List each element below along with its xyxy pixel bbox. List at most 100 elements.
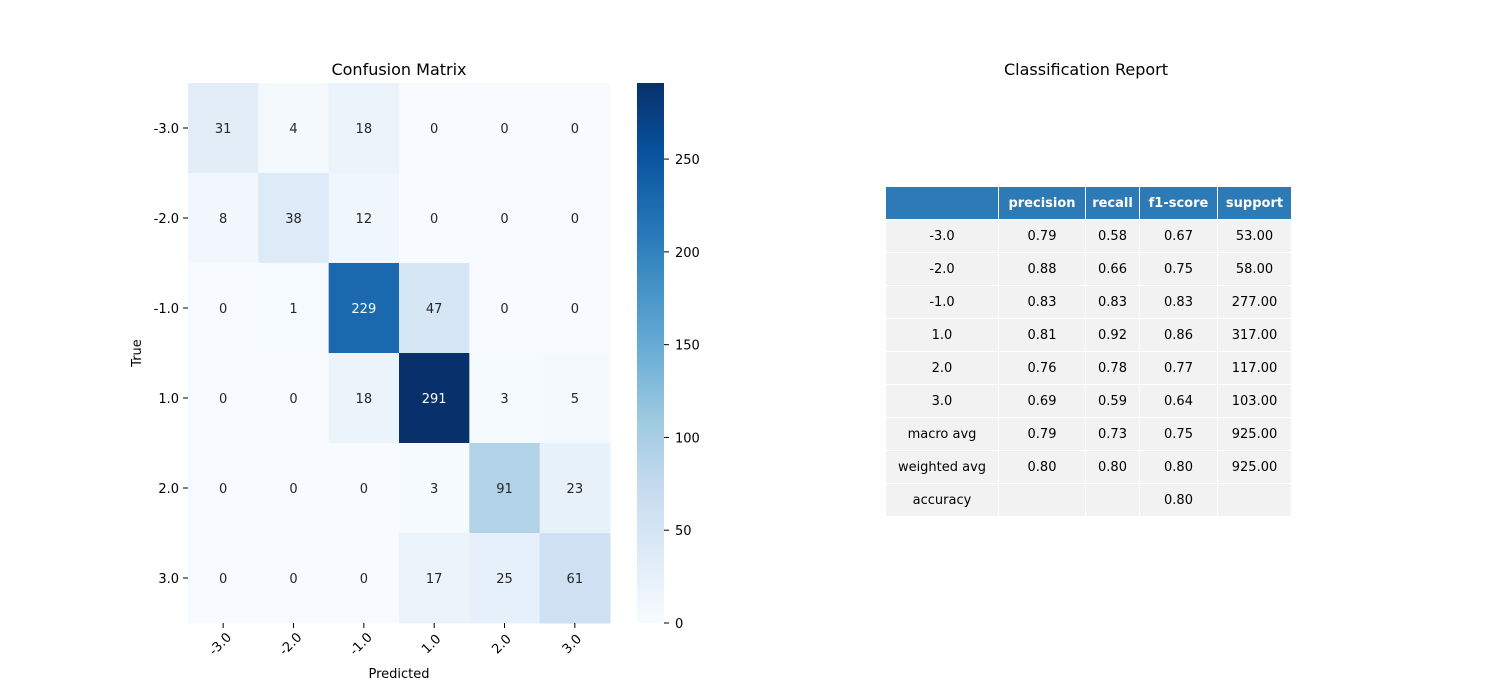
table-cell: 925.00 [1217, 417, 1292, 451]
heatmap-cell [328, 443, 400, 534]
heatmap-cell [539, 83, 611, 174]
table-row: 1.0 0.81 0.92 0.86 317.00 [885, 318, 1292, 352]
report-title: Classification Report [1004, 60, 1168, 79]
cell-value-label: 0 [360, 482, 368, 497]
heatmap-cell [399, 263, 470, 354]
row-label: -1.0 [885, 285, 999, 319]
cell-value-label: 0 [430, 212, 438, 227]
column-header [885, 186, 999, 220]
heatmap-cell [539, 443, 611, 534]
cell-value-label: 12 [356, 212, 373, 227]
cell-value-label: 8 [219, 212, 227, 227]
heatmap-cell [539, 263, 611, 354]
table-cell: 0.76 [998, 351, 1086, 385]
heatmap-cell [399, 443, 470, 534]
colorbar-tick-label: 50 [675, 524, 692, 539]
table-cell: 103.00 [1217, 384, 1292, 418]
cell-value-label: 0 [219, 482, 227, 497]
colorbar-tick-label: 200 [675, 246, 700, 261]
heatmap-cell [469, 353, 541, 444]
heatmap-cell [328, 263, 400, 354]
heatmap-cell [399, 173, 470, 264]
heatmap-cell [258, 353, 330, 444]
cell-value-label: 3 [500, 392, 508, 407]
cell-value-label: 0 [289, 572, 297, 587]
cell-value-label: 0 [360, 572, 368, 587]
heatmap-cell [188, 533, 259, 624]
table-cell: 0.83 [1139, 285, 1218, 319]
x-tick-label: 3.0 [560, 632, 585, 657]
heatmap-cell [328, 173, 400, 264]
x-tick-label: 2.0 [489, 632, 514, 657]
cell-value-label: 0 [500, 302, 508, 317]
table-cell: 0.77 [1139, 351, 1218, 385]
cell-value-label: 0 [571, 122, 579, 137]
row-label: -2.0 [885, 252, 999, 286]
cell-value-label: 61 [567, 572, 584, 587]
heatmap-cell [258, 533, 330, 624]
table-cell: 0.80 [1085, 450, 1140, 484]
row-label: weighted avg [885, 450, 999, 484]
heatmap-cell [258, 173, 330, 264]
table-cell: 0.80 [1139, 450, 1218, 484]
table-row: -2.0 0.88 0.66 0.75 58.00 [885, 252, 1292, 286]
table-row: 3.0 0.69 0.59 0.64 103.00 [885, 384, 1292, 418]
cell-value-label: 47 [426, 302, 443, 317]
table-cell: 0.81 [998, 318, 1086, 352]
x-tick-label: -2.0 [277, 630, 306, 659]
table-cell: 0.88 [998, 252, 1086, 286]
cell-value-label: 25 [496, 572, 513, 587]
colorbar-tick-label: 150 [675, 339, 700, 354]
table-cell: 0.86 [1139, 318, 1218, 352]
cell-value-label: 229 [351, 302, 376, 317]
cell-value-label: 23 [567, 482, 584, 497]
table-cell: 925.00 [1217, 450, 1292, 484]
y-tick-label: -3.0 [154, 122, 179, 137]
table-cell [998, 483, 1086, 517]
cell-value-label: 3 [430, 482, 438, 497]
column-header: support [1217, 186, 1292, 220]
cell-value-label: 91 [496, 482, 513, 497]
cell-value-label: 0 [219, 572, 227, 587]
heatmap-cell [469, 263, 541, 354]
y-tick-label: -1.0 [154, 302, 179, 317]
heatmap-cell [469, 173, 541, 264]
cell-value-label: 0 [219, 392, 227, 407]
table-cell: 0.80 [998, 450, 1086, 484]
table-cell: 0.73 [1085, 417, 1140, 451]
heatmap-cell [188, 443, 259, 534]
heatmap-cell [188, 353, 259, 444]
cell-value-label: 0 [289, 392, 297, 407]
heatmap-title: Confusion Matrix [331, 60, 466, 79]
y-tick-label: -2.0 [154, 212, 179, 227]
x-tick-labels: -3.0 -2.0 -1.0 1.0 2.0 3.0 [206, 623, 585, 659]
table-cell: 0.75 [1139, 417, 1218, 451]
table-cell: 0.59 [1085, 384, 1140, 418]
table-cell: 58.00 [1217, 252, 1292, 286]
cell-value-label: 31 [215, 122, 232, 137]
cell-value-label: 17 [426, 572, 443, 587]
colorbar-tick-label: 0 [675, 617, 683, 632]
table-cell [1085, 483, 1140, 517]
table-cell: 53.00 [1217, 219, 1292, 253]
table-cell: 317.00 [1217, 318, 1292, 352]
column-header: f1-score [1139, 186, 1218, 220]
colorbar-tick-label: 250 [675, 153, 700, 168]
cell-value-label: 291 [422, 392, 447, 407]
row-label: 2.0 [885, 351, 999, 385]
table-cell: 0.67 [1139, 219, 1218, 253]
table-cell: 0.75 [1139, 252, 1218, 286]
row-label: 1.0 [885, 318, 999, 352]
table-row: -3.0 0.79 0.58 0.67 53.00 [885, 219, 1292, 253]
row-label: accuracy [885, 483, 999, 517]
cell-value-label: 4 [289, 122, 297, 137]
table-row: weighted avg 0.80 0.80 0.80 925.00 [885, 450, 1292, 484]
cell-value-label: 0 [571, 302, 579, 317]
colorbar-tick-label: 100 [675, 431, 700, 446]
row-label: -3.0 [885, 219, 999, 253]
table-cell: 277.00 [1217, 285, 1292, 319]
cell-value-label: 5 [571, 392, 579, 407]
table-cell: 0.79 [998, 417, 1086, 451]
heatmap-cell [399, 83, 470, 174]
cell-value-label: 18 [356, 122, 373, 137]
